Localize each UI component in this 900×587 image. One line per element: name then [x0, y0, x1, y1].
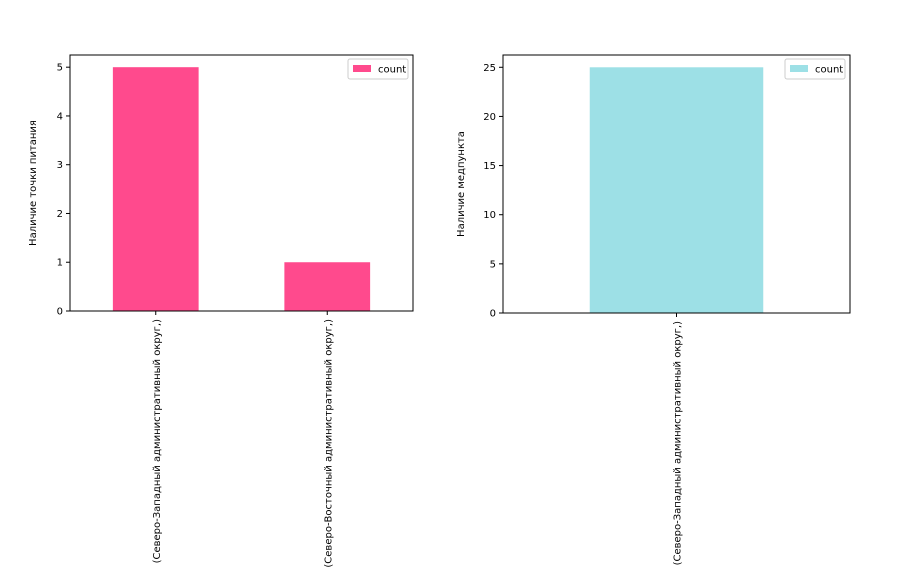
bar-1	[112, 67, 199, 311]
y-tick-label: 0	[57, 307, 63, 318]
legend-box	[784, 58, 846, 80]
chart-2: 0 5 10 15 20 25 (Северо-Западный административ…	[456, 54, 851, 565]
y-tick-label: 5	[490, 259, 496, 270]
bar-1	[589, 67, 764, 314]
legend: count	[347, 58, 409, 80]
y-tick-label: 4	[57, 111, 63, 122]
y-axis-label: Наличие медпункта	[456, 131, 467, 237]
bar-2	[284, 262, 371, 311]
x-tick-label: (Северо-Западный административный округ,…	[152, 319, 163, 563]
legend: count	[784, 58, 846, 80]
x-tick-label: (Северо-Западный административный округ,…	[673, 321, 684, 565]
chart-1: 0 1 2 3 4 5 (Северо-Западный административный …	[28, 54, 414, 568]
y-tick-label: 10	[483, 210, 496, 221]
y-tick-label: 2	[57, 209, 63, 220]
y-tick-label: 15	[483, 161, 496, 172]
plot-frame	[69, 54, 414, 312]
y-tick-label: 25	[483, 63, 496, 74]
legend-label: count	[378, 65, 406, 76]
y-tick-label: 5	[57, 63, 63, 74]
y-tick-label: 3	[57, 160, 63, 171]
x-tick-label: (Северо-Восточный административный округ…	[323, 319, 334, 568]
legend-swatch	[790, 65, 808, 72]
y-tick-label: 20	[483, 112, 496, 123]
legend-label: count	[815, 65, 843, 76]
y-axis-label: Наличие точки питания	[28, 120, 39, 246]
y-tick-label: 0	[490, 309, 496, 320]
legend-box	[347, 58, 409, 80]
legend-swatch	[353, 65, 371, 72]
y-tick-label: 1	[57, 258, 63, 269]
